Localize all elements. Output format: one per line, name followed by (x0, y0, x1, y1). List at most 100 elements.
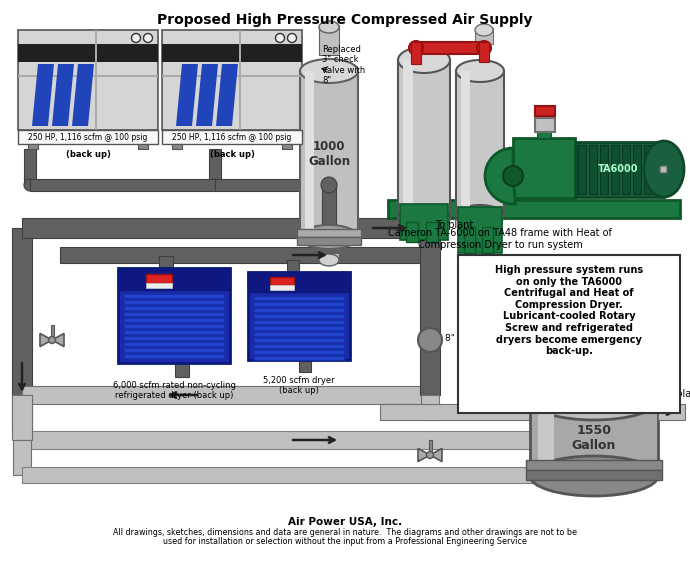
Bar (322, 185, 336, 228)
Text: All drawings, sketches, dimensions and data are general in nature.  The diagrams: All drawings, sketches, dimensions and d… (113, 528, 577, 537)
Bar (305, 71, 314, 237)
Bar (24, 149, 36, 185)
Bar (299, 360, 311, 372)
Polygon shape (40, 333, 52, 347)
Bar (146, 283, 172, 288)
Bar (420, 228, 440, 340)
Ellipse shape (319, 21, 339, 33)
Bar (658, 404, 685, 420)
Bar (297, 237, 361, 245)
Bar (209, 149, 221, 185)
Text: To plant: To plant (435, 220, 473, 230)
Bar (118, 268, 230, 363)
Bar (254, 350, 344, 354)
Bar (513, 138, 575, 198)
Bar (456, 71, 504, 216)
Polygon shape (176, 64, 198, 126)
Circle shape (144, 34, 152, 43)
Circle shape (304, 179, 316, 191)
Circle shape (426, 452, 433, 458)
Bar (319, 25, 339, 55)
Bar (461, 71, 470, 216)
Bar (464, 227, 475, 253)
Bar (124, 342, 224, 346)
Bar (172, 144, 182, 149)
Polygon shape (430, 448, 442, 462)
Ellipse shape (319, 254, 339, 266)
Circle shape (132, 34, 141, 43)
Bar (95, 30, 97, 130)
Text: (back up): (back up) (210, 149, 255, 159)
Bar (586, 440, 602, 476)
Bar (535, 118, 555, 132)
Bar (18, 44, 158, 62)
Circle shape (48, 337, 55, 343)
Circle shape (288, 34, 297, 43)
Bar (13, 440, 31, 475)
Circle shape (321, 177, 337, 193)
Bar (248, 272, 350, 292)
Bar (162, 30, 302, 130)
Bar (482, 227, 493, 253)
Bar (420, 340, 440, 395)
Bar (254, 332, 344, 336)
Bar (282, 144, 292, 149)
Bar (297, 229, 361, 237)
Bar (239, 30, 241, 130)
Bar (138, 144, 148, 149)
Text: TA6000: TA6000 (598, 164, 638, 174)
Bar (537, 108, 551, 138)
Bar (254, 320, 344, 324)
Bar (22, 218, 430, 238)
Text: 6,000 scfm rated non-cycling
refrigerated dryer (back up): 6,000 scfm rated non-cycling refrigerate… (112, 381, 235, 401)
Ellipse shape (475, 24, 493, 36)
Circle shape (24, 179, 36, 191)
Bar (124, 336, 224, 340)
Bar (398, 60, 450, 218)
Bar (22, 467, 594, 483)
Bar (479, 42, 489, 62)
Bar (403, 60, 413, 218)
Bar (124, 306, 224, 310)
Bar (254, 296, 344, 300)
Bar (406, 222, 418, 242)
Polygon shape (418, 448, 430, 462)
Bar (660, 166, 666, 172)
Ellipse shape (644, 141, 684, 197)
Bar (124, 330, 224, 334)
Bar (124, 354, 224, 358)
Bar (18, 130, 158, 144)
Bar (124, 312, 224, 316)
Bar (254, 314, 344, 318)
Bar (30, 179, 215, 191)
Text: Cameron TA-6000 on TA48 frame with Heat of
Compression Dryer to run system: Cameron TA-6000 on TA48 frame with Heat … (388, 228, 612, 250)
Bar (526, 470, 662, 480)
Text: (back up): (back up) (66, 149, 110, 159)
Ellipse shape (456, 205, 504, 227)
Bar (576, 142, 664, 197)
Bar (60, 247, 420, 263)
Ellipse shape (398, 205, 450, 231)
Bar (124, 348, 224, 352)
Circle shape (409, 41, 423, 55)
Bar (416, 42, 484, 54)
Ellipse shape (456, 60, 504, 82)
Circle shape (503, 166, 523, 186)
Text: Proposed High Pressure Compressed Air Supply: Proposed High Pressure Compressed Air Su… (157, 13, 533, 27)
Bar (319, 253, 339, 260)
Bar (578, 145, 586, 194)
Bar (124, 324, 224, 328)
Bar (589, 145, 597, 194)
Bar (28, 144, 38, 149)
Text: 250 HP, 1,116 scfm @ 100 psig: 250 HP, 1,116 scfm @ 100 psig (172, 132, 292, 141)
Text: 1000
Gallon: 1000 Gallon (308, 140, 350, 168)
Polygon shape (52, 64, 74, 126)
Bar (300, 71, 358, 237)
Bar (18, 30, 158, 130)
Bar (633, 145, 641, 194)
Bar (18, 75, 158, 77)
Bar (535, 106, 555, 116)
Text: 1550
Gallon: 1550 Gallon (572, 424, 616, 452)
Bar (254, 308, 344, 312)
Bar (600, 145, 608, 194)
